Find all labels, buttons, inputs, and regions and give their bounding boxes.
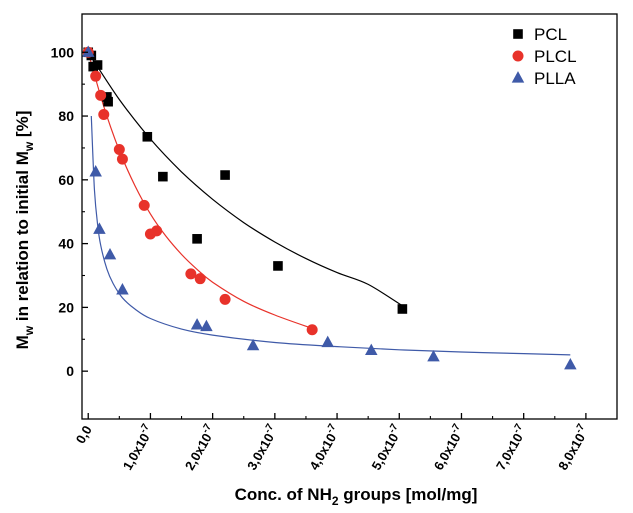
legend-label-plcl: PLCL [534,47,577,66]
data-point-plla [190,318,204,330]
data-point-plcl [219,293,231,305]
x-tick-label: 6,0x10-7 [429,422,468,473]
data-point-plla [427,349,440,362]
plot-frame [81,13,618,420]
data-point-plla [93,222,106,234]
data-point-plla [116,283,129,295]
data-point-pcl [397,304,408,314]
data-point-plla [365,343,378,356]
data-point-plla [564,357,577,370]
fit-curves [87,51,571,356]
data-point-pcl [92,60,103,70]
y-tick-label: 80 [58,108,74,124]
data-point-plcl [185,268,197,280]
y-tick-label: 100 [51,44,75,60]
x-tick-label: 2,0x10-7 [180,422,219,473]
x-axis-title: Conc. of NH2 groups [mol/mg] [235,485,478,508]
legend-marker-plla [511,71,525,83]
data-point-plcl [116,153,128,165]
data-point-pcl [158,171,168,182]
data-point-pcl [273,261,283,271]
x-tick-label: 1,0x10-7 [118,422,157,473]
data-point-plcl [138,199,150,211]
fit-line-pcl [87,51,403,307]
data-point-plla [103,247,117,260]
y-tick-label: 20 [58,299,74,315]
legend-marker-pcl [513,29,523,39]
data-point-plcl [306,324,318,336]
data-point-plla [89,165,102,177]
x-tick-label: 8,0x10-7 [553,422,592,473]
data-markers [81,45,577,370]
y-axis-title: Mw in relation to initial Mw [%] [13,111,36,350]
legend-label-plla: PLLA [534,69,576,88]
data-point-plcl [194,273,206,285]
y-tick-label: 40 [58,236,74,252]
data-point-pcl [192,234,202,244]
x-tick-label: 4,0x10-7 [305,422,344,473]
data-point-plcl [113,144,125,156]
data-point-pcl [220,170,230,180]
data-point-plla [321,335,334,348]
legend: PCL PLCL PLLA [511,25,577,88]
x-tick-label: 7,0x10-7 [491,422,530,473]
x-tick-label: 0,0 [73,423,95,446]
data-point-plcl [90,70,102,82]
axes: 0 20 40 60 80 100 0,0 1,0x10-7 2,0x10-7 3,0x10-7 4… [51,13,618,473]
data-point-plcl [151,225,163,237]
legend-label-pcl: PCL [534,25,567,44]
data-point-plla [81,45,95,57]
data-point-pcl [103,96,113,107]
x-tick-label: 5,0x10-7 [367,422,406,473]
legend-marker-plcl [512,50,524,62]
fit-line-plla [90,115,571,356]
y-tick-label: 60 [58,172,74,188]
y-tick-label: 0 [66,363,74,379]
data-point-pcl [142,131,153,142]
x-tick-label: 3,0x10-7 [242,422,281,473]
data-point-plla [246,338,260,351]
data-point-plcl [98,108,110,120]
data-point-plla [200,319,213,332]
data-point-plcl [95,89,107,101]
